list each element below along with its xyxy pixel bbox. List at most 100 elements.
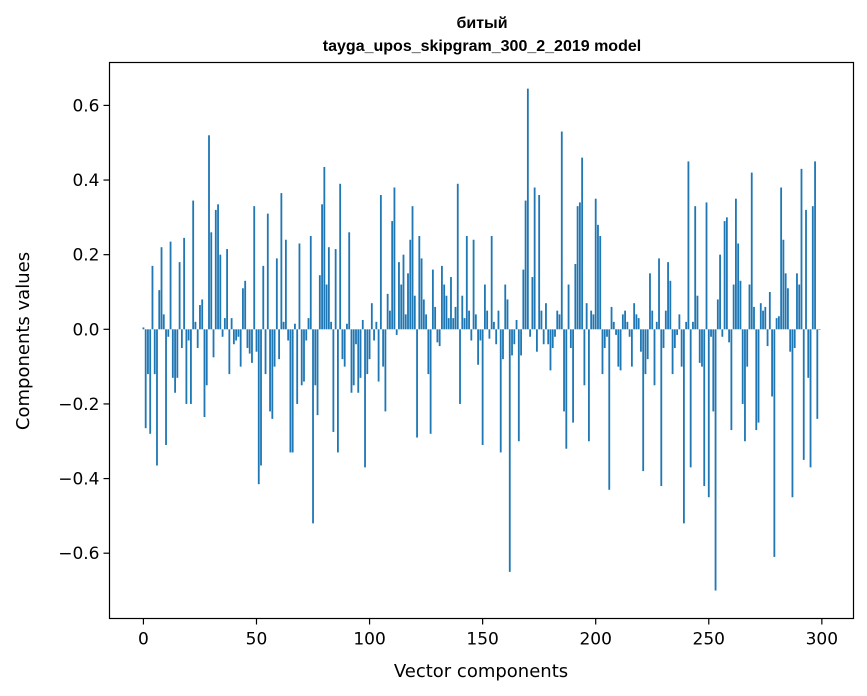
bar — [343, 329, 346, 367]
bar — [393, 187, 396, 330]
bar — [780, 187, 783, 330]
bar — [696, 295, 699, 330]
bar — [429, 329, 432, 434]
bar — [296, 329, 299, 404]
bar — [350, 329, 353, 393]
bar — [511, 329, 513, 356]
bar — [287, 329, 290, 341]
bar — [368, 329, 371, 360]
bar — [441, 265, 443, 330]
bar — [800, 168, 803, 330]
bar — [355, 329, 357, 345]
bar — [153, 329, 156, 375]
x-axis-ticks: 0 50 100 150 200 250 300 — [138, 618, 838, 650]
bar — [540, 310, 543, 330]
bar — [775, 318, 778, 330]
bar — [755, 329, 758, 431]
bar — [612, 321, 615, 330]
bar — [588, 329, 590, 442]
bar — [547, 329, 550, 345]
bar — [282, 321, 285, 330]
bar — [644, 329, 647, 375]
bar — [384, 329, 387, 412]
chart-title-line2: tayga_upos_skipgram_300_2_2019 model — [323, 38, 641, 55]
bar — [190, 329, 192, 404]
bar — [377, 329, 380, 382]
bar — [653, 329, 656, 386]
bar — [271, 329, 274, 419]
bar — [759, 303, 762, 330]
bar — [162, 314, 165, 330]
bar — [427, 329, 430, 375]
bar — [744, 329, 746, 442]
bar — [260, 329, 262, 466]
bar — [450, 277, 452, 330]
bar — [773, 329, 776, 557]
bar — [619, 329, 622, 371]
bar — [642, 329, 645, 472]
bar — [298, 243, 301, 330]
y-tick-label: 0.2 — [72, 246, 99, 266]
bar — [714, 329, 717, 591]
bar — [671, 329, 674, 375]
bar — [370, 303, 373, 330]
bar — [558, 314, 561, 330]
bar — [228, 329, 231, 375]
bar — [515, 319, 518, 330]
bar — [757, 329, 760, 423]
bar — [567, 284, 570, 330]
bar — [167, 329, 170, 337]
bar — [796, 273, 798, 330]
bar — [768, 291, 771, 330]
bar — [255, 329, 258, 352]
bar — [257, 329, 260, 485]
bar — [676, 329, 679, 335]
bar — [434, 306, 437, 330]
bar — [669, 280, 672, 330]
bar — [178, 262, 181, 330]
bar — [404, 314, 407, 330]
chart-title-line1: битый — [456, 15, 507, 32]
bar — [452, 318, 455, 330]
bar — [694, 206, 697, 330]
bar — [664, 310, 667, 330]
bar — [563, 329, 565, 412]
bar — [413, 295, 416, 330]
bar — [556, 310, 559, 330]
bar — [226, 249, 228, 330]
bar — [506, 299, 509, 330]
bar — [176, 329, 179, 378]
bar — [142, 327, 145, 330]
bar — [411, 206, 414, 330]
bar — [793, 329, 796, 348]
bar — [818, 329, 821, 330]
bar — [536, 329, 538, 352]
bar — [606, 329, 608, 337]
bar — [592, 314, 595, 330]
bar — [149, 329, 152, 434]
bar — [352, 329, 355, 386]
bar — [569, 329, 572, 348]
bar — [307, 318, 310, 330]
bar — [705, 202, 708, 330]
bar — [289, 329, 292, 453]
y-axis-ticks: −0.6 −0.4 −0.2 0.0 0.2 0.4 0.6 — [58, 96, 110, 564]
bar — [436, 329, 439, 343]
bar — [603, 329, 606, 348]
bar — [529, 329, 532, 337]
bar — [601, 329, 604, 375]
bar — [531, 277, 534, 330]
bar — [382, 329, 385, 367]
bar — [678, 314, 681, 330]
plot-frame — [108, 61, 855, 620]
bar — [294, 323, 296, 330]
bar — [814, 161, 816, 330]
bar — [560, 131, 563, 330]
bar — [771, 329, 773, 397]
bar — [789, 329, 792, 352]
bar — [576, 206, 579, 330]
bar — [481, 329, 484, 445]
bar — [219, 254, 222, 330]
bar — [777, 316, 780, 330]
bar — [746, 329, 749, 367]
